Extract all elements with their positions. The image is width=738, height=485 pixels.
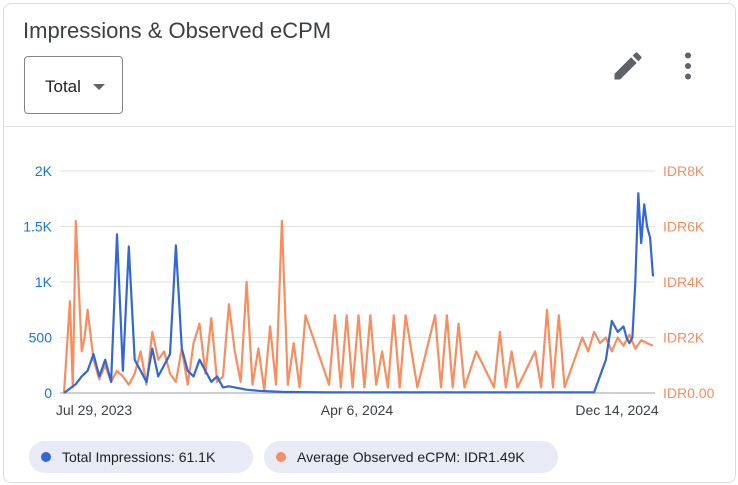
x-tick-label: Dec 14, 2024	[575, 402, 658, 418]
y-left-tick-label: 1.5K	[23, 219, 52, 235]
dropdown-selected-value: Total	[45, 77, 81, 96]
x-tick-label: Apr 6, 2024	[321, 402, 394, 418]
more-options-button[interactable]	[670, 48, 706, 84]
y-right-tick-label: IDR0.00	[663, 385, 715, 401]
y-right-tick-label: IDR4K	[663, 274, 705, 290]
x-tick-label: Jul 29, 2023	[56, 402, 132, 418]
series-line-ecpm	[62, 219, 654, 394]
series-line-impressions	[63, 192, 655, 394]
legend-impressions-label: Total Impressions: 61.1K	[62, 449, 216, 465]
header-divider	[4, 126, 735, 127]
legend-chip-ecpm[interactable]: Average Observed eCPM: IDR1.49K	[264, 441, 558, 473]
series-layer	[62, 192, 655, 394]
pencil-icon	[614, 52, 642, 80]
y-left-tick-label: 1K	[35, 274, 53, 290]
edit-button[interactable]	[610, 48, 646, 84]
y-right-tick-label: IDR6K	[663, 219, 705, 235]
y-right-tick-label: IDR8K	[663, 163, 705, 179]
chart-card: Impressions & Observed eCPM Total	[3, 3, 736, 483]
right-axis: IDR0.00 IDR2K IDR4K IDR6K IDR8K	[663, 163, 715, 401]
x-axis: Jul 29, 2023 Apr 6, 2024 Dec 14, 2024	[56, 402, 659, 418]
caret-down-icon	[93, 84, 105, 90]
legend-ecpm-label: Average Observed eCPM: IDR1.49K	[297, 449, 525, 465]
y-left-tick-label: 0	[44, 385, 52, 401]
legend-chip-impressions[interactable]: Total Impressions: 61.1K	[29, 441, 253, 473]
card-title: Impressions & Observed eCPM	[23, 18, 332, 43]
y-right-tick-label: IDR2K	[663, 330, 705, 346]
y-left-tick-label: 2K	[35, 163, 53, 179]
impressions-dot-icon	[41, 452, 51, 462]
left-axis: 0 500 1K 1.5K 2K	[23, 163, 52, 401]
ecpm-dot-icon	[276, 452, 286, 462]
total-dropdown[interactable]: Total	[24, 56, 123, 114]
y-left-tick-label: 500	[29, 330, 53, 346]
more-vert-icon	[685, 52, 691, 80]
